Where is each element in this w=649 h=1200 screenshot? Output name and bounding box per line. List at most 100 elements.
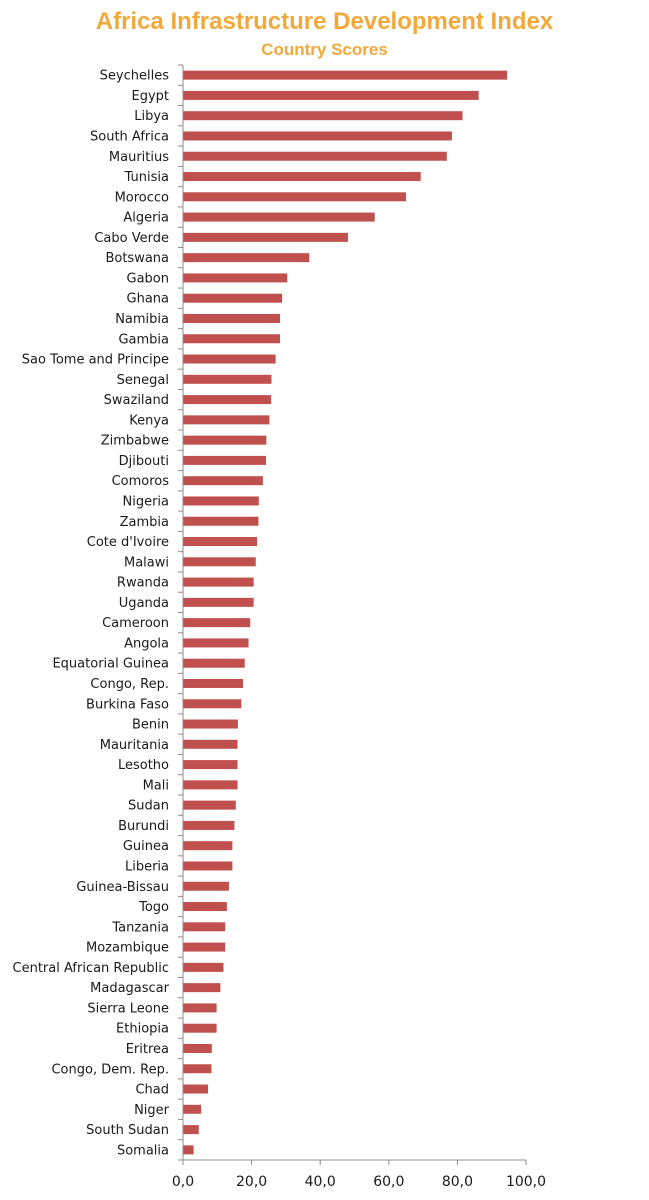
category-label: Zimbabwe	[101, 434, 169, 449]
bar-36	[183, 800, 236, 810]
category-label: Senegal	[117, 373, 169, 388]
category-label: Madagascar	[90, 981, 170, 996]
category-label: Liberia	[125, 859, 169, 874]
category-label: Benin	[132, 718, 169, 733]
category-label: Gabon	[127, 271, 170, 286]
category-label: Mali	[143, 778, 169, 793]
bar-53	[183, 1145, 194, 1155]
category-label: Kenya	[129, 413, 169, 428]
x-tick-label: 0,0	[172, 1174, 194, 1190]
category-label: Sao Tome and Principe	[22, 353, 169, 368]
bar-35	[183, 780, 238, 790]
bar-38	[183, 841, 233, 851]
x-tick-label: 100,0	[506, 1174, 546, 1190]
category-label: Central African Republic	[13, 961, 169, 976]
category-label: Cameroon	[102, 616, 169, 631]
bar-17	[183, 415, 270, 425]
category-label: Libya	[134, 109, 169, 124]
bar-41	[183, 902, 227, 912]
category-label: Congo, Rep.	[90, 677, 169, 692]
category-label: Congo, Dem. Rep.	[51, 1062, 169, 1077]
bar-16	[183, 395, 272, 405]
category-label: Malawi	[124, 555, 169, 570]
category-label: Somalia	[117, 1143, 169, 1158]
bar-43	[183, 942, 226, 952]
category-label: Equatorial Guinea	[52, 657, 169, 672]
category-label: Lesotho	[118, 758, 169, 773]
chart-title: Africa Infrastructure Development Index	[95, 8, 554, 35]
category-label: Angola	[124, 636, 169, 651]
category-label: Cote d'Ivoire	[87, 535, 169, 550]
category-label: Gambia	[118, 332, 169, 347]
category-label: Egypt	[131, 89, 169, 104]
bar-22	[183, 516, 259, 526]
bar-39	[183, 861, 233, 871]
category-label: Tanzania	[111, 920, 169, 935]
category-label: Tunisia	[124, 170, 169, 185]
bar-24	[183, 557, 256, 567]
bar-21	[183, 496, 259, 506]
bar-5	[183, 172, 421, 182]
bar-3	[183, 131, 452, 141]
category-label: Eritrea	[126, 1042, 169, 1057]
category-label: Namibia	[115, 312, 169, 327]
category-label: Sierra Leone	[87, 1001, 169, 1016]
category-label: Niger	[134, 1103, 170, 1118]
bar-19	[183, 455, 267, 465]
category-label: Burundi	[118, 819, 169, 834]
bar-49	[183, 1064, 212, 1074]
bar-27	[183, 618, 251, 628]
x-tick-label: 40,0	[305, 1174, 336, 1190]
bar-9	[183, 253, 310, 263]
bar-34	[183, 760, 238, 770]
category-label: Chad	[135, 1083, 169, 1098]
bar-1	[183, 90, 479, 100]
bar-6	[183, 192, 406, 202]
bar-48	[183, 1043, 212, 1053]
category-label: South Africa	[90, 129, 169, 144]
category-label: Comoros	[112, 474, 170, 489]
bar-8	[183, 232, 348, 242]
category-label: Zambia	[120, 515, 169, 530]
category-label: Ethiopia	[116, 1022, 169, 1037]
category-label: Ghana	[127, 292, 170, 307]
category-label: Algeria	[123, 211, 169, 226]
category-label: Mauritania	[100, 738, 169, 753]
bar-47	[183, 1023, 217, 1033]
bar-14	[183, 354, 276, 364]
category-label: Seychelles	[100, 69, 170, 84]
category-label: Mozambique	[86, 941, 169, 956]
bar-18	[183, 435, 267, 445]
category-label: Rwanda	[117, 576, 169, 591]
bar-46	[183, 1003, 217, 1013]
bar-4	[183, 151, 447, 161]
bar-2	[183, 111, 463, 121]
bar-0	[183, 70, 508, 80]
category-label: Togo	[138, 900, 169, 915]
bar-23	[183, 537, 258, 547]
category-label: Sudan	[128, 799, 169, 814]
category-label: Uganda	[119, 596, 169, 611]
bar-37	[183, 820, 235, 830]
category-label: Guinea	[123, 839, 169, 854]
category-label: Burkina Faso	[86, 697, 169, 712]
bar-52	[183, 1125, 199, 1135]
category-label: Swaziland	[104, 393, 169, 408]
bar-29	[183, 658, 245, 668]
bar-11	[183, 293, 283, 303]
bar-45	[183, 983, 221, 993]
bar-10	[183, 273, 288, 283]
category-label: Morocco	[115, 190, 169, 205]
category-label: Botswana	[105, 251, 169, 266]
bar-15	[183, 374, 272, 384]
bar-50	[183, 1084, 209, 1094]
bar-40	[183, 881, 229, 891]
bar-26	[183, 597, 254, 607]
bar-12	[183, 313, 281, 323]
category-label: Cabo Verde	[94, 231, 169, 246]
bar-25	[183, 577, 254, 587]
bar-30	[183, 678, 244, 688]
chart-subtitle: Country Scores	[261, 40, 388, 59]
x-tick-label: 80,0	[442, 1174, 473, 1190]
